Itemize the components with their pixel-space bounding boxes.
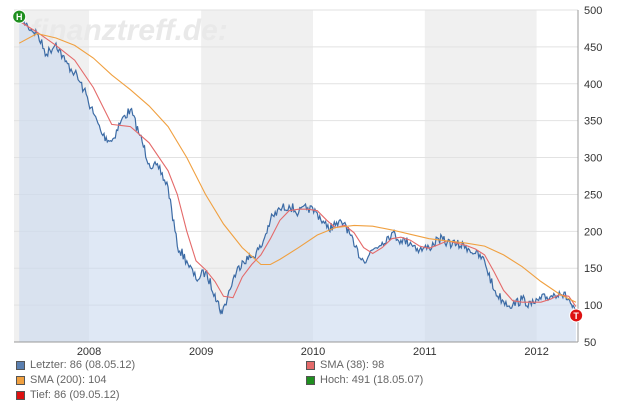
- legend-swatch: [16, 360, 25, 370]
- marker-dot: [569, 308, 584, 323]
- legend-label: SMA (38): 98: [320, 359, 385, 371]
- x-tick-label: 2011: [413, 346, 437, 358]
- legend-item-hoch: Hoch: 491 (18.05.07): [306, 374, 423, 386]
- x-tick-label: 2012: [524, 346, 548, 358]
- legend-swatch: [16, 390, 25, 400]
- legend-item-sma200: SMA (200): 104: [16, 374, 106, 386]
- marker-letter: H: [16, 12, 23, 22]
- legend-swatch: [16, 375, 25, 385]
- low-marker: T: [569, 308, 584, 323]
- marker-dot: [12, 9, 27, 24]
- series-line-letzter: [18, 12, 577, 316]
- y-tick-label: 300: [584, 153, 602, 165]
- legend-item-sma38: SMA (38): 98: [306, 359, 384, 371]
- y-tick-label: 50: [584, 337, 596, 349]
- y-tick-label: 450: [584, 42, 602, 54]
- y-tick-label: 150: [584, 263, 602, 275]
- markers: HT: [12, 9, 584, 323]
- watermark: finanztreff.de:: [30, 14, 228, 47]
- legend-label: Tief: 86 (09.05.12): [30, 389, 120, 401]
- y-tick-label: 400: [584, 79, 602, 91]
- x-tick-label: 2009: [189, 346, 213, 358]
- series-layer: [18, 12, 577, 343]
- legend-label: Letzter: 86 (08.05.12): [30, 359, 136, 371]
- legend-item-letzter: Letzter: 86 (08.05.12): [16, 359, 135, 371]
- price-area: [19, 12, 576, 343]
- x-tick-label: 2010: [301, 346, 325, 358]
- y-tick-label: 500: [584, 5, 602, 17]
- x-tick-label: 2008: [77, 346, 101, 358]
- legend-label: Hoch: 491 (18.05.07): [320, 374, 424, 386]
- legend-swatch: [306, 375, 315, 385]
- y-tick-label: 350: [584, 116, 602, 128]
- legend: Letzter: 86 (08.05.12) SMA (38): 98 SMA …: [16, 359, 616, 413]
- marker-letter: T: [573, 311, 579, 321]
- stock-chart: finanztreff.de: 50 100 150 200 250 300 350 400 4…: [12, 5, 602, 358]
- legend-swatch: [306, 360, 315, 370]
- axes: 50 100 150 200 250 300 350 400 450 500 2008 2009 201…: [14, 5, 602, 358]
- y-tick-label: 250: [584, 189, 602, 201]
- y-tick-label: 200: [584, 226, 602, 238]
- y-tick-label: 100: [584, 300, 602, 312]
- legend-label: SMA (200): 104: [30, 374, 107, 386]
- series-line-sma200: [18, 33, 577, 303]
- high-marker: H: [12, 9, 27, 24]
- legend-item-tief: Tief: 86 (09.05.12): [16, 389, 119, 401]
